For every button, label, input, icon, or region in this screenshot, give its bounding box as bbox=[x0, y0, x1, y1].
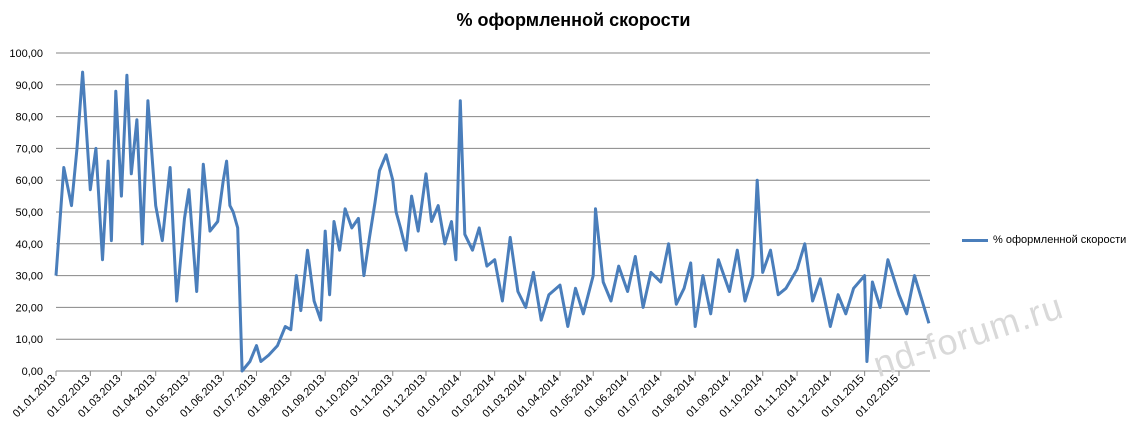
x-axis-ticks: 01.01.201301.02.201301.03.201301.04.2013… bbox=[11, 371, 901, 420]
y-axis-ticks: 0,00 10,00 20,00 30,00 40,00 50,00 60,00 70,00 8… bbox=[9, 48, 43, 378]
y-tick-label: 0,00 bbox=[22, 366, 43, 378]
y-tick-label: 20,00 bbox=[15, 302, 43, 314]
gridlines bbox=[56, 52, 930, 340]
y-tick-label: 70,00 bbox=[15, 143, 43, 155]
series-line bbox=[54, 70, 931, 373]
y-tick-label: 100,00 bbox=[9, 48, 43, 60]
chart-title: % оформленной скорости bbox=[456, 10, 691, 30]
y-tick-label: 80,00 bbox=[15, 112, 43, 124]
y-tick-label: 90,00 bbox=[15, 80, 43, 92]
y-tick-label: 10,00 bbox=[15, 334, 43, 346]
legend-label: % оформленной скорости bbox=[993, 234, 1127, 246]
y-tick-label: 60,00 bbox=[15, 175, 43, 187]
y-tick-label: 30,00 bbox=[15, 271, 43, 283]
y-tick-label: 50,00 bbox=[15, 207, 43, 219]
y-tick-label: 40,00 bbox=[15, 239, 43, 251]
legend: % оформленной скорости bbox=[962, 234, 1126, 246]
legend-swatch bbox=[962, 238, 988, 242]
